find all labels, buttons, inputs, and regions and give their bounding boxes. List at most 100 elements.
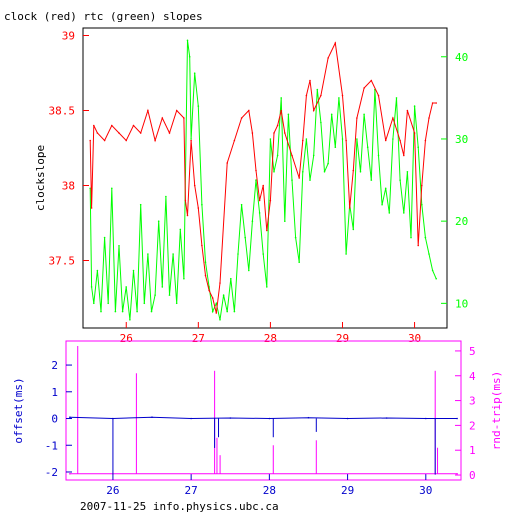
- rtc-slope-series-point: [114, 310, 117, 313]
- bottom-y-tick-label: -1: [45, 439, 58, 452]
- rtc-slope-series-point: [327, 162, 329, 165]
- clock-slope-series-point: [118, 132, 120, 134]
- clock-slope-series-point: [406, 109, 409, 112]
- rtc-slope-series-point: [222, 294, 225, 296]
- clock-slope-series-point: [370, 79, 373, 82]
- rtc-slope-series-point: [125, 286, 127, 288]
- clock-slope-series-point: [96, 132, 99, 134]
- bottom-y-axis-label: offset(ms): [12, 377, 25, 443]
- rtc-slope-series-point: [302, 171, 304, 173]
- rtc-slope-series-point: [157, 220, 160, 222]
- rtc-slope-series-point: [388, 212, 391, 214]
- rtc-slope-series-point: [280, 97, 283, 99]
- rtc-slope-series-point: [356, 138, 358, 140]
- clock-slope-series-point: [190, 139, 192, 142]
- rtc-slope-series-point: [183, 277, 185, 280]
- clock-slope-series-point: [305, 94, 308, 97]
- top-y-tick-label: 39: [62, 30, 75, 43]
- rtc-slope-series-point: [237, 253, 239, 255]
- clock-slope-series-point: [269, 199, 272, 202]
- clock-slope-series-point: [435, 102, 438, 104]
- clock-slope-series-point: [352, 169, 355, 172]
- rtc-slope-series-point: [359, 171, 362, 173]
- clock-slope-series-point: [184, 199, 187, 202]
- top-x-tick-label: 28: [264, 332, 277, 345]
- rtc-slope-series-point: [352, 228, 355, 231]
- rtc-slope-series-point: [338, 97, 340, 99]
- rtc-slope-series-point: [406, 171, 409, 173]
- rtc-slope-series-point: [215, 302, 218, 305]
- bottom-y2-tick-label: 0: [469, 469, 476, 482]
- clock-slope-series-point: [208, 289, 210, 292]
- rtc-slope-series-point: [129, 319, 131, 321]
- clock-slope-series: [89, 41, 437, 314]
- clock-slope-series-point: [226, 162, 228, 164]
- rtc-slope-series-point: [118, 245, 120, 247]
- offset-series-point: [268, 417, 271, 420]
- bottom-y-tick-label: -2: [45, 466, 58, 479]
- rtc-slope-series: [89, 40, 437, 320]
- clock-slope-series-point: [421, 184, 423, 187]
- rtc-slope-series-point: [121, 310, 124, 313]
- rtc-slope-series-point: [294, 236, 297, 239]
- clock-slope-series-point: [204, 274, 207, 277]
- offset-series-point: [69, 416, 71, 419]
- clock-slope-series-point: [312, 109, 315, 112]
- rtc-slope-series-point: [150, 310, 153, 313]
- rtc-slope-series-point: [399, 179, 401, 181]
- rtc-slope-series-point: [334, 146, 337, 148]
- rtc-slope-series-point: [341, 138, 344, 140]
- clock-slope-series-point: [334, 42, 337, 44]
- clock-slope-series-point: [90, 207, 93, 209]
- chart-title: clock (red) rtc (green) slopes: [4, 10, 203, 23]
- bottom-y2-tick-label: 2: [469, 419, 476, 432]
- clock-slope-series-point: [363, 87, 365, 89]
- clock-slope-series-point: [219, 282, 221, 284]
- rtc-slope-series-point: [305, 138, 308, 140]
- rtc-slope-series-point: [132, 269, 135, 272]
- rtc-slope-series-point: [244, 236, 246, 239]
- rtt-series-point: [69, 473, 71, 475]
- clock-slope-series-point: [309, 79, 311, 82]
- clock-slope-series-point: [341, 94, 344, 97]
- clock-slope-series-point: [273, 132, 275, 134]
- bottom-y-tick-label: 0: [51, 413, 58, 426]
- rtc-slope-series-point: [276, 154, 279, 157]
- rtc-slope-series-point: [431, 269, 434, 272]
- offset-series-point: [385, 417, 388, 419]
- rtc-slope-series-point: [320, 121, 322, 124]
- bottom-y2-tick-label: 4: [469, 370, 476, 383]
- bottom-y-tick-label: 1: [51, 386, 58, 399]
- clock-slope-series-point: [161, 117, 164, 119]
- offset-series-point: [307, 416, 310, 419]
- rtc-slope-series-point: [273, 171, 275, 173]
- bottom-x-tick-label: 26: [106, 484, 119, 497]
- clock-slope-series-point: [298, 177, 301, 179]
- clock-slope-series-point: [201, 244, 203, 247]
- top-y-tick-label: 38: [62, 180, 75, 193]
- top-y-tick-label: 38.5: [49, 105, 76, 118]
- clock-slope-series-point: [240, 117, 243, 119]
- top-x-tick-label: 29: [336, 332, 349, 345]
- rtc-slope-series-point: [298, 261, 301, 264]
- rtc-slope-series-point: [381, 203, 383, 206]
- bottom-x-tick-label: 27: [185, 484, 198, 497]
- clock-slope-series-point: [345, 139, 347, 142]
- bottom-x-tick-label: 28: [263, 484, 276, 497]
- rtc-slope-series-point: [147, 253, 149, 255]
- rtc-slope-series-point: [204, 261, 207, 264]
- rtc-slope-series-point: [230, 277, 232, 280]
- rtc-slope-series-point: [111, 187, 113, 190]
- rtc-slope-series-point: [89, 187, 91, 190]
- bottom-y-tick-label: 2: [51, 359, 58, 372]
- rtc-slope-series-point: [258, 212, 261, 214]
- clock-slope-series-point: [424, 139, 427, 142]
- offset-series-point: [425, 417, 427, 420]
- rtc-slope-series-point: [103, 236, 106, 239]
- top-x-tick-label: 30: [408, 332, 421, 345]
- top-plot-frame: [82, 27, 448, 329]
- clock-slope-series-point: [154, 139, 156, 142]
- clock-slope-series-point: [139, 132, 142, 134]
- rtc-slope-series-point: [193, 72, 196, 74]
- clock-slope-series-point: [211, 297, 214, 299]
